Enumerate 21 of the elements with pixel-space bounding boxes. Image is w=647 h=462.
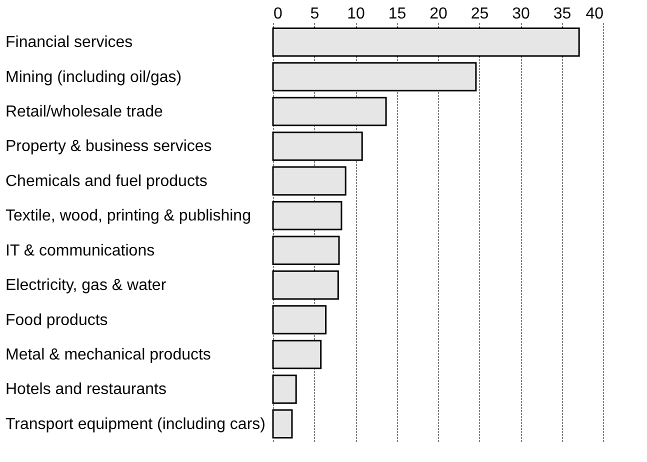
y-tick-label: Chemicals and fuel products [6, 172, 208, 190]
x-tick-label: 5 [310, 6, 320, 22]
y-tick-label: Hotels and restaurants [6, 381, 166, 398]
x-tick-label: 30 [512, 6, 530, 22]
y-tick-label: Property & business services [6, 138, 212, 156]
x-tick-label: 35 [553, 6, 572, 22]
x-tick-label: 10 [347, 6, 365, 22]
y-tick-label: Electricity, gas & water [6, 277, 167, 294]
y-tick-label: IT & communications [6, 242, 155, 260]
y-tick-label: Transport equipment (including cars) [6, 416, 266, 433]
x-tick-label: 0 [274, 6, 282, 22]
y-tick-label: Food products [6, 312, 108, 329]
y-tick-label: Retail/wholesale trade [6, 104, 164, 121]
x-tick-label: 20 [430, 6, 448, 22]
y-tick-label: Textile, wood, printing & publishing [6, 208, 251, 225]
y-tick-label: Metal & mechanical products [6, 346, 211, 364]
x-tick-label: 25 [470, 6, 489, 22]
x-tick-label: 15 [388, 6, 406, 22]
y-tick-label: Mining (including oil/gas) [6, 68, 182, 86]
y-tick-label: Financial services [6, 34, 133, 52]
x-tick-label: 40 [586, 6, 604, 22]
